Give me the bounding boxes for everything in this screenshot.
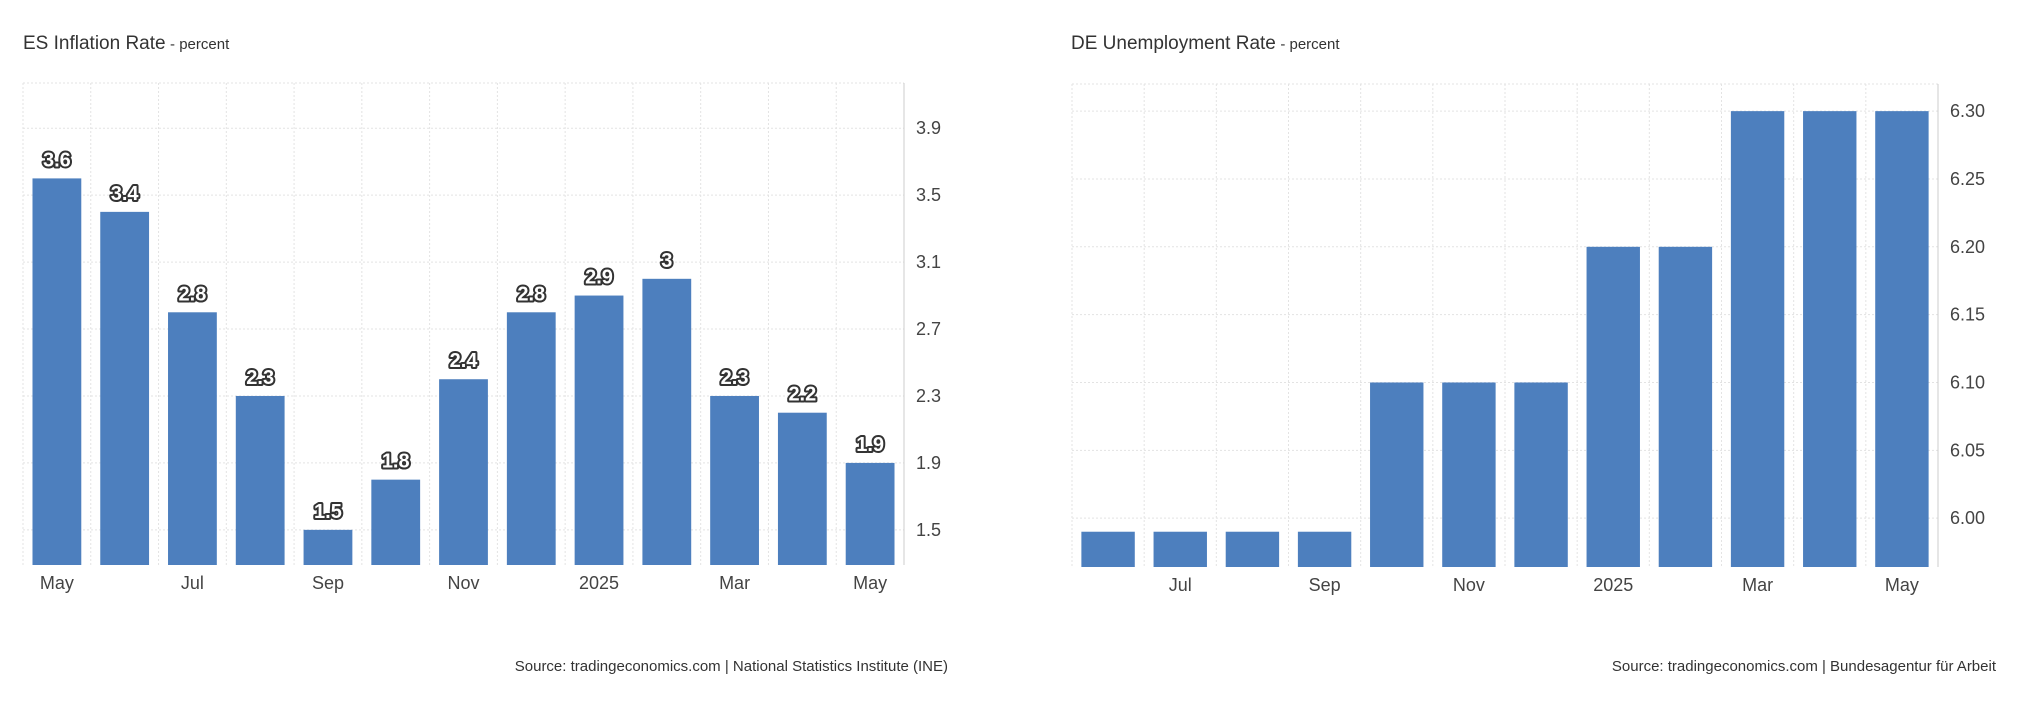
x-tick-label: 2025: [579, 573, 619, 593]
y-tick-label: 1.5: [916, 520, 941, 540]
es-inflation-panel: ES Inflation Rate - percent 1.5 1.9 2.3 2.7…: [0, 0, 1000, 704]
bar: [1297, 531, 1352, 567]
x-tick-label: Nov: [1453, 575, 1485, 595]
bar: [439, 379, 488, 565]
data-label: 2.4: [450, 350, 479, 372]
x-tick-label: Sep: [312, 573, 344, 593]
x-tick-label: May: [853, 573, 887, 593]
de-unemployment-panel: DE Unemployment Rate - percent 6.00 6.05 6…: [1050, 0, 2025, 704]
y-tick-label: 6.30: [1950, 101, 1985, 121]
y-tick-label: 3.1: [916, 252, 941, 272]
y-tick-label: 1.9: [916, 453, 941, 473]
chart-title-text: DE Unemployment Rate: [1071, 33, 1276, 54]
bar: [710, 395, 759, 565]
x-tick-label: Mar: [1742, 575, 1773, 595]
de-unemployment-bar-chart: 6.00 6.05 6.10 6.15 6.20 6.25 6.30 Jul Sep Nov 202…: [1071, 83, 1985, 595]
y-tick-label: 6.25: [1950, 169, 1985, 189]
bar: [574, 295, 624, 565]
bar: [1370, 382, 1424, 567]
data-label: 3: [661, 250, 672, 272]
bar: [100, 211, 150, 566]
data-label: 2.3: [721, 367, 749, 389]
bar: [1442, 382, 1496, 567]
bar: [1803, 111, 1857, 568]
chart-source: Source: tradingeconomics.com | Bundesage…: [1611, 658, 1996, 675]
bar: [845, 462, 895, 565]
y-tick-label: 6.00: [1950, 508, 1985, 528]
bar: [1586, 246, 1640, 567]
x-tick-label: 2025: [1593, 575, 1633, 595]
bar: [235, 395, 285, 565]
es-inflation-bar-chart: 1.5 1.9 2.3 2.7 3.1 3.5 3.9 3.6 May 3.4 2.8 Jul 2.3 1…: [22, 82, 941, 593]
chart-unit-text: - percent: [170, 36, 230, 53]
bar: [1514, 382, 1568, 567]
y-tick-label: 6.15: [1950, 305, 1985, 325]
x-tick-label: Jul: [181, 573, 204, 593]
data-label: 3.6: [43, 149, 71, 171]
data-label: 2.8: [517, 283, 545, 305]
data-label: 2.2: [788, 384, 816, 406]
bar: [642, 278, 692, 565]
bar: [1225, 531, 1280, 567]
bar: [1081, 531, 1135, 567]
data-label: 2.8: [179, 283, 207, 305]
chart-source: Source: tradingeconomics.com | National …: [514, 658, 948, 675]
grid-lines: [1071, 83, 1939, 567]
bar: [303, 529, 353, 565]
y-tick-label: 6.20: [1950, 237, 1985, 257]
bar: [777, 412, 827, 565]
data-label: 1.9: [856, 434, 884, 456]
x-tick-label: Sep: [1309, 575, 1341, 595]
y-tick-label: 2.7: [916, 319, 941, 339]
data-label: 2.3: [246, 367, 274, 389]
bar: [1875, 111, 1929, 568]
chart-unit-text: - percent: [1280, 36, 1340, 53]
x-tick-label: Mar: [719, 573, 750, 593]
x-tick-label: Jul: [1169, 575, 1192, 595]
data-label: 1.8: [382, 451, 410, 473]
y-tick-label: 3.9: [916, 118, 941, 138]
x-tick-label: May: [40, 573, 74, 593]
chart-title: ES Inflation Rate - percent: [23, 33, 229, 55]
y-tick-label: 6.05: [1950, 440, 1985, 460]
bar: [371, 479, 421, 565]
y-tick-label: 3.5: [916, 185, 941, 205]
bar: [1730, 111, 1785, 568]
chart-title: DE Unemployment Rate - percent: [1071, 33, 1340, 55]
chart-title-text: ES Inflation Rate: [23, 33, 166, 54]
x-tick-label: May: [1885, 575, 1919, 595]
bar: [168, 312, 217, 565]
y-tick-label: 2.3: [916, 386, 941, 406]
bar: [1658, 246, 1713, 567]
x-tick-label: Nov: [447, 573, 479, 593]
y-tick-label: 6.10: [1950, 372, 1985, 392]
data-label: 1.5: [314, 501, 342, 523]
bar: [32, 178, 82, 566]
bar: [506, 312, 556, 565]
bar: [1153, 531, 1207, 567]
data-label: 2.9: [585, 267, 613, 289]
data-label: 3.4: [111, 183, 140, 205]
